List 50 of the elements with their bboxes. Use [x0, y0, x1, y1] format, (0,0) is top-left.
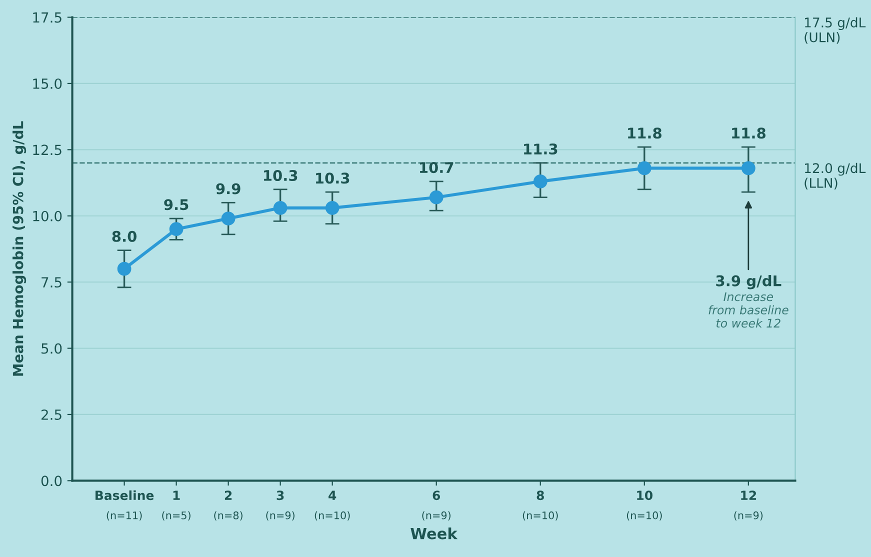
y-tick-label: 7.5 — [42, 277, 62, 288]
text: (n=9) — [734, 511, 763, 521]
x-tick-label: Baseline — [96, 490, 154, 500]
text: (n=10) — [522, 511, 558, 521]
y-tick-label: 10.0 — [33, 210, 62, 222]
ref-line-label: 17.5 g/dL (ULN) — [804, 17, 866, 44]
text: (n=9) — [422, 511, 451, 521]
x-axis-title: Week — [410, 528, 458, 540]
y-tick-label: 5.0 — [42, 343, 62, 354]
data-label: 11.8 — [732, 128, 766, 139]
y-axis-title: Mean Hemoglobin (95% CI), g/dL — [12, 121, 26, 376]
point — [429, 190, 444, 204]
point — [741, 161, 756, 176]
ref-line-label: 12.0 g/dL (LLN) — [804, 162, 866, 190]
x-tick-label: 6 — [432, 490, 440, 500]
annotation: 3.9 g/dL — [716, 275, 782, 290]
x-tick-label: 10 — [637, 490, 652, 500]
annotation: Increase from baseline to week 12 — [708, 292, 788, 328]
text: (n=9) — [266, 511, 294, 521]
point — [533, 174, 548, 188]
data-label: 11.8 — [628, 128, 662, 139]
y-tick-label: 17.5 — [33, 12, 62, 23]
x-tick-label: 4 — [328, 490, 336, 500]
point — [637, 161, 652, 176]
point — [117, 262, 132, 276]
point — [221, 212, 236, 226]
text: (n=10) — [314, 511, 350, 521]
data-label: 9.9 — [216, 183, 240, 194]
x-tick-label: 2 — [224, 490, 232, 500]
y-tick-label: 0.0 — [41, 476, 62, 486]
x-tick-label: 3 — [276, 490, 284, 500]
data-label: 8.0 — [112, 230, 137, 242]
x-tick-label: 8 — [536, 490, 544, 500]
point — [325, 200, 340, 215]
data-label: 10.3 — [316, 172, 350, 184]
y-tick-label: 15.0 — [33, 78, 62, 89]
text: (n=5) — [162, 511, 190, 521]
data-label: 11.3 — [524, 144, 558, 155]
x-tick-label: 1 — [173, 490, 180, 500]
text: (n=11) — [106, 511, 142, 521]
text: (n=10) — [626, 511, 662, 521]
y-tick-label: 12.5 — [33, 144, 62, 156]
point — [169, 222, 184, 236]
y-tick-label: 2.5 — [42, 409, 62, 420]
point — [273, 200, 288, 215]
x-tick-label: 12 — [741, 490, 756, 500]
data-label: 10.3 — [264, 170, 298, 182]
text: (n=8) — [214, 511, 242, 521]
data-label: 9.5 — [164, 199, 188, 210]
data-label: 10.7 — [420, 162, 454, 174]
